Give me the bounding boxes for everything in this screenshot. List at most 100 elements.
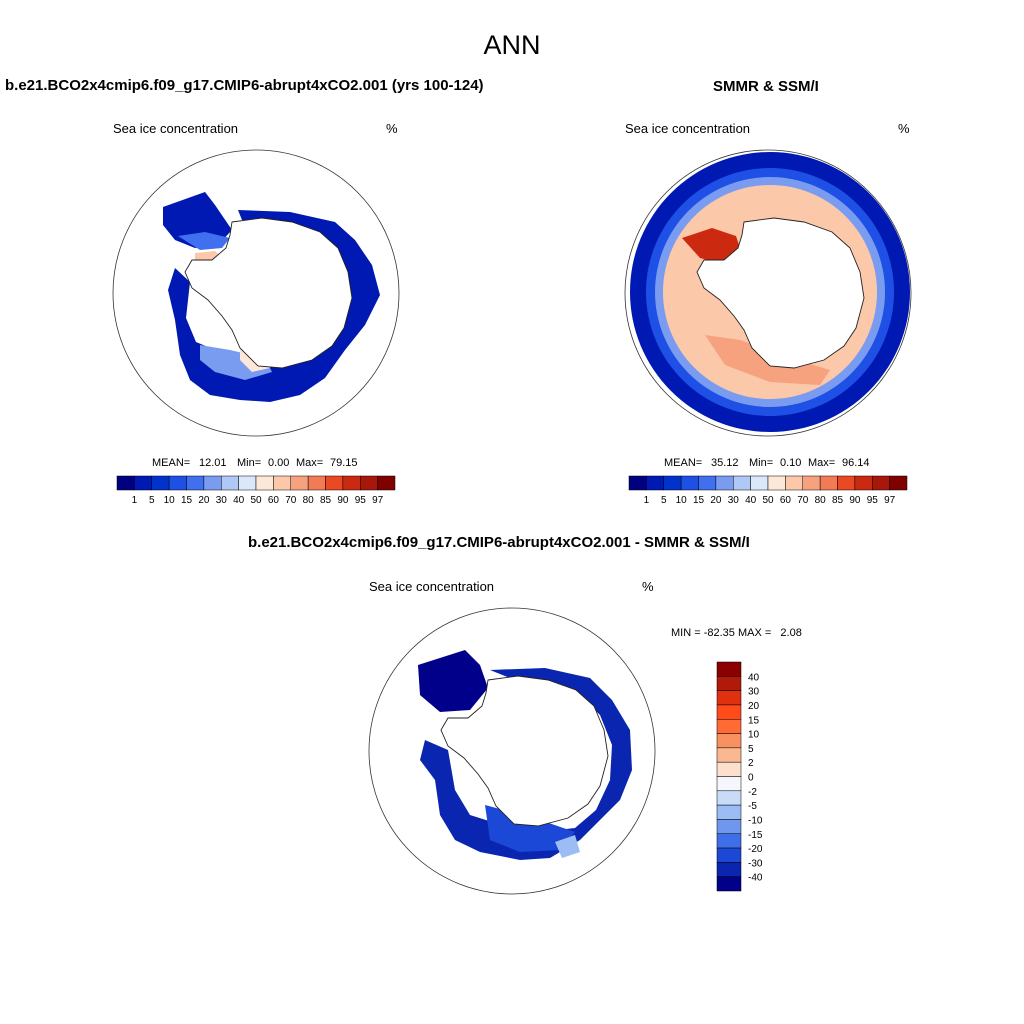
panel-3-variable: Sea ice concentration xyxy=(369,579,495,594)
panel-2-map xyxy=(624,149,912,437)
panel-1-variable: Sea ice concentration xyxy=(113,121,239,136)
colorbar-1: 1 5 10 15 20 30 40 50 60 70 80 85 90 95 97 xyxy=(116,475,396,506)
colorbar-2-label: 60 xyxy=(780,495,792,506)
colorbar-3-label: -20 xyxy=(748,844,763,855)
colorbar-2-box xyxy=(837,475,856,491)
colorbar-3-box xyxy=(716,804,742,820)
colorbar-1-label: 5 xyxy=(149,495,155,506)
colorbar-2-box xyxy=(767,475,786,491)
colorbar-2-box xyxy=(854,475,873,491)
colorbar-2-box xyxy=(733,475,751,491)
colorbar-2-box xyxy=(715,475,734,491)
panel-3-units: % xyxy=(642,579,654,594)
colorbar-3-box xyxy=(716,862,742,877)
colorbar-3-box xyxy=(716,776,742,792)
colorbar-2-label: 85 xyxy=(832,495,844,506)
panel-3-diff-weddell xyxy=(418,650,488,712)
panel-2-max: 96.14 xyxy=(842,457,870,469)
colorbar-1-box xyxy=(186,475,205,491)
panel-1-heading: b.e21.BCO2x4cmip6.f09_g17.CMIP6-abrupt4x… xyxy=(5,77,484,94)
colorbar-1-label: 97 xyxy=(372,495,384,506)
colorbar-2-label: 90 xyxy=(849,495,861,506)
panel-1-mean-label: MEAN= xyxy=(152,457,191,469)
colorbar-3-label: 15 xyxy=(748,715,760,726)
panel-2-mean: 35.12 xyxy=(711,457,739,469)
colorbar-1-box xyxy=(377,475,396,491)
colorbar-2-label: 50 xyxy=(762,495,774,506)
colorbar-3-label: -5 xyxy=(748,801,757,812)
colorbar-1-box xyxy=(221,475,239,491)
colorbar-1-box xyxy=(290,475,309,491)
colorbar-1-label: 10 xyxy=(164,495,176,506)
panel-2-antarctica xyxy=(696,217,865,369)
panel-2-max-label: Max= xyxy=(808,457,836,469)
panel-1-min: 0.00 xyxy=(268,457,290,469)
colorbar-2-label: 5 xyxy=(661,495,667,506)
colorbar-3-label: 10 xyxy=(748,730,760,741)
colorbar-1-label: 40 xyxy=(233,495,245,506)
colorbar-1-box xyxy=(360,475,378,491)
colorbar-3-box xyxy=(716,690,742,706)
panel-3-diff-ross-light xyxy=(555,835,580,858)
colorbar-1-box xyxy=(134,475,152,491)
colorbar-3-label: 2 xyxy=(748,758,754,769)
colorbar-1-label: 60 xyxy=(268,495,280,506)
figure-title: ANN xyxy=(483,30,541,60)
colorbar-1-box xyxy=(307,475,326,491)
panel-2-heading: SMMR & SSM/I xyxy=(713,78,819,95)
panel-2-variable: Sea ice concentration xyxy=(625,121,751,136)
panel-1-ice-weddell-edge xyxy=(178,232,230,250)
colorbar-2-label: 97 xyxy=(884,495,896,506)
colorbar-3-label: 20 xyxy=(748,701,760,712)
colorbar-1-box xyxy=(151,475,170,491)
colorbar-1-box xyxy=(325,475,344,491)
colorbar-3-label: 40 xyxy=(748,672,760,683)
colorbar-2-box xyxy=(646,475,664,491)
panel-1-units: % xyxy=(386,121,398,136)
colorbar-2-box xyxy=(802,475,821,491)
colorbar-3-box xyxy=(716,704,742,720)
colorbar-2-box xyxy=(785,475,803,491)
panel-1-antarctica xyxy=(184,217,353,369)
colorbar-1-box xyxy=(168,475,187,491)
colorbar-2-label: 1 xyxy=(644,495,650,506)
colorbar-1-label: 15 xyxy=(181,495,193,506)
colorbar-3-label: -15 xyxy=(748,830,763,841)
colorbar-1-label: 80 xyxy=(303,495,315,506)
colorbar-2-label: 40 xyxy=(745,495,757,506)
colorbar-3-box xyxy=(716,761,742,777)
panel-1-mean: 12.01 xyxy=(199,457,227,469)
colorbar-3-box xyxy=(716,819,742,834)
colorbar-3-box xyxy=(716,676,742,691)
colorbar-2-label: 80 xyxy=(815,495,827,506)
colorbar-1-box xyxy=(255,475,274,491)
colorbar-2-label: 95 xyxy=(867,495,879,506)
colorbar-2-box xyxy=(819,475,838,491)
colorbar-1-box xyxy=(273,475,291,491)
colorbar-1-box xyxy=(116,475,135,491)
colorbar-1-label: 20 xyxy=(198,495,210,506)
colorbar-2: 1 5 10 15 20 30 40 50 60 70 80 85 90 95 97 xyxy=(628,475,908,506)
colorbar-1-label: 85 xyxy=(320,495,332,506)
panel-3-heading: b.e21.BCO2x4cmip6.f09_g17.CMIP6-abrupt4x… xyxy=(248,534,750,551)
colorbar-1-label: 1 xyxy=(132,495,138,506)
colorbar-3-label: 30 xyxy=(748,687,760,698)
colorbar-3-box xyxy=(716,733,742,749)
colorbar-3-label: -40 xyxy=(748,873,763,884)
panel-1-max: 79.15 xyxy=(330,457,358,469)
colorbar-3-label: 5 xyxy=(748,744,754,755)
colorbar-2-box xyxy=(698,475,717,491)
colorbar-3-label: -10 xyxy=(748,815,763,826)
colorbar-3-label: -30 xyxy=(748,858,763,869)
colorbar-1-label: 70 xyxy=(285,495,297,506)
colorbar-2-label: 70 xyxy=(797,495,809,506)
panel-2-mean-label: MEAN= xyxy=(664,457,703,469)
colorbar-1-label: 95 xyxy=(355,495,367,506)
panel-1-ice-weddell xyxy=(163,192,232,248)
panel-2-ice-weddell-high xyxy=(682,228,742,264)
colorbar-1-box xyxy=(203,475,222,491)
colorbar-2-box xyxy=(680,475,699,491)
panel-2-min: 0.10 xyxy=(780,457,802,469)
colorbar-2-box xyxy=(628,475,647,491)
